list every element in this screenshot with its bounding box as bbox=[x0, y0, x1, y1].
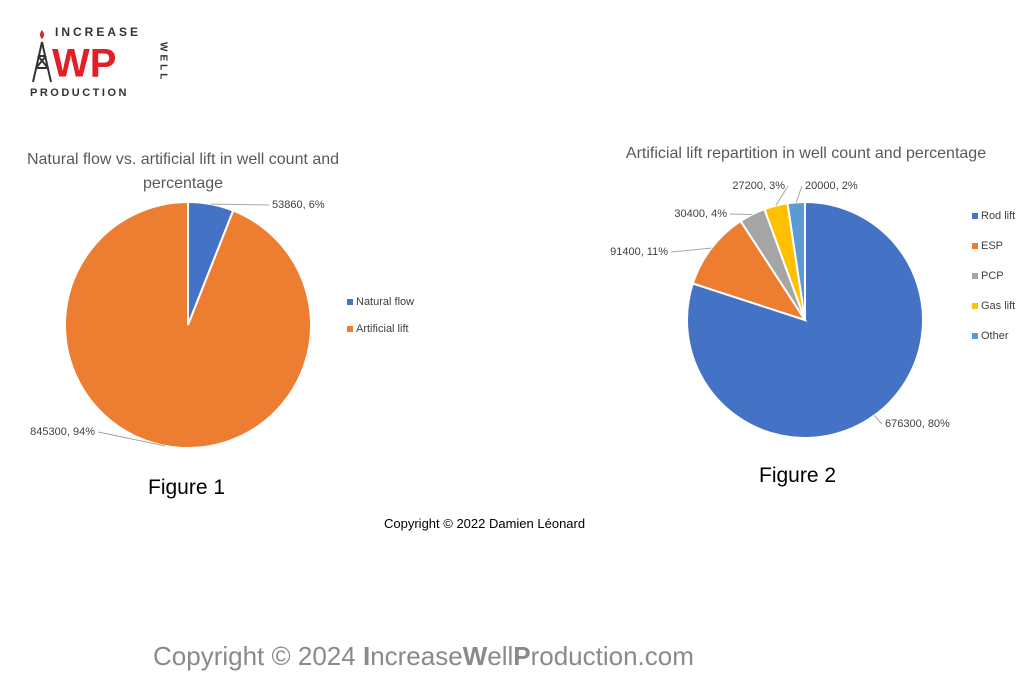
derrick-icon bbox=[32, 41, 52, 83]
legend-swatch bbox=[972, 213, 978, 219]
logo-top: INCREASE bbox=[55, 25, 141, 39]
logo-bottom: PRODUCTION bbox=[30, 87, 129, 99]
legend-label: Rod lift bbox=[981, 210, 1015, 222]
logo: INCREASE WP PRODUCTION WELL bbox=[30, 25, 168, 99]
data-label: 845300, 94% bbox=[30, 426, 95, 438]
legend-label: Gas lift bbox=[981, 300, 1015, 312]
leader-line bbox=[775, 185, 789, 206]
data-label: 91400, 11% bbox=[610, 246, 668, 258]
data-label: 53860, 6% bbox=[272, 199, 325, 211]
leader-line bbox=[795, 185, 803, 203]
legend-label: ESP bbox=[981, 240, 1003, 252]
legend-label: PCP bbox=[981, 270, 1004, 282]
legend-label: Other bbox=[981, 330, 1009, 342]
figure-caption: Figure 2 bbox=[759, 464, 837, 487]
leader-line bbox=[873, 415, 883, 425]
logo-mark: WP bbox=[52, 42, 116, 86]
chart-title: Natural flow vs. artificial lift in well… bbox=[26, 151, 340, 192]
pie-slice bbox=[691, 219, 808, 322]
footer-part: Copyright © 2024 bbox=[153, 641, 363, 671]
footer-part: roduction.com bbox=[530, 641, 694, 671]
figure-caption: Figure 1 bbox=[148, 476, 226, 499]
chart-title: Artificial lift repartition in well coun… bbox=[625, 145, 987, 162]
legend-swatch bbox=[347, 299, 353, 305]
leader-line bbox=[211, 203, 270, 206]
footer-part: ncrease bbox=[370, 641, 463, 671]
pie-slice bbox=[64, 200, 312, 449]
data-label: 27200, 3% bbox=[732, 180, 785, 192]
legend-swatch bbox=[347, 326, 353, 332]
footer-part: W bbox=[462, 641, 488, 671]
data-label: 30400, 4% bbox=[674, 208, 727, 220]
legend-label: Natural flow bbox=[356, 296, 414, 308]
data-label: 676300, 80% bbox=[885, 418, 950, 430]
footer-part: ell bbox=[487, 641, 514, 671]
legend-swatch bbox=[972, 303, 978, 309]
legend-swatch bbox=[972, 243, 978, 249]
leader-line bbox=[97, 431, 166, 447]
footer-part: P bbox=[513, 641, 531, 671]
copyright: Copyright © 2022 Damien Léonard bbox=[384, 516, 586, 531]
leader-line bbox=[670, 247, 712, 253]
flame-icon bbox=[40, 30, 44, 39]
legend-label: Artificial lift bbox=[356, 323, 409, 335]
footer: Copyright © 2024 IncreaseWellProduction.… bbox=[153, 641, 694, 672]
data-label: 20000, 2% bbox=[805, 180, 858, 192]
logo-side: WELL bbox=[157, 42, 168, 82]
pie-slice bbox=[786, 200, 806, 321]
footer-part: I bbox=[362, 641, 371, 671]
legend-swatch bbox=[972, 273, 978, 279]
legend-swatch bbox=[972, 333, 978, 339]
